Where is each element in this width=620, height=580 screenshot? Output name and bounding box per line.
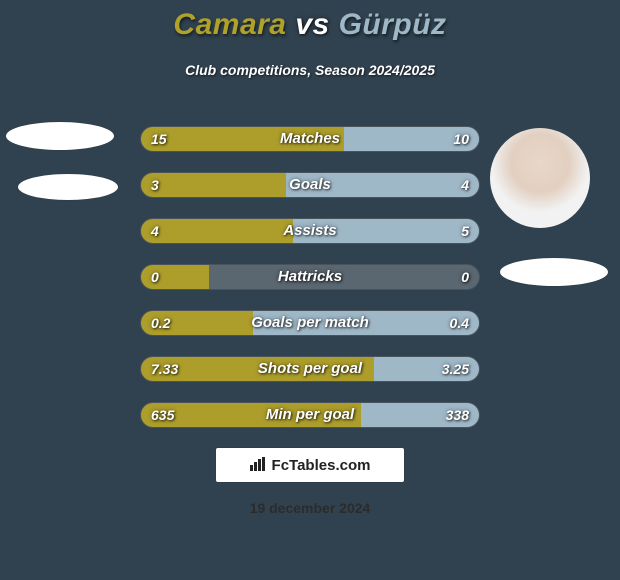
subtitle: Club competitions, Season 2024/2025 bbox=[0, 62, 620, 78]
stat-row: Min per goal635 338 bbox=[140, 402, 480, 428]
stat-row-label: Goals bbox=[141, 173, 479, 197]
chart-icon bbox=[250, 457, 266, 474]
stat-row-value-left: 0.2 bbox=[141, 311, 180, 335]
title-right-name: Gürpüz bbox=[339, 8, 447, 41]
source-badge-text: FcTables.com bbox=[272, 457, 371, 474]
stat-row-value-right: 3.25 bbox=[432, 357, 479, 381]
stat-row: Hattricks0 0 bbox=[140, 264, 480, 290]
stat-row-value-left: 3 bbox=[141, 173, 169, 197]
stat-row-value-right: 338 bbox=[436, 403, 479, 427]
stat-row-value-left: 15 bbox=[141, 127, 177, 151]
title-vs: vs bbox=[295, 8, 329, 41]
stat-row-value-right: 10 bbox=[443, 127, 479, 151]
stat-row-value-left: 635 bbox=[141, 403, 184, 427]
ellipse-decor-right-1 bbox=[500, 258, 608, 286]
stat-row: Goals3 4 bbox=[140, 172, 480, 198]
stat-row-value-right: 0.4 bbox=[440, 311, 479, 335]
stat-row-value-left: 4 bbox=[141, 219, 169, 243]
source-badge: FcTables.com bbox=[216, 448, 404, 482]
stat-row-value-left: 0 bbox=[141, 265, 169, 289]
stat-row-label: Shots per goal bbox=[141, 357, 479, 381]
stat-row: Matches15 10 bbox=[140, 126, 480, 152]
page-title: Camara vs Gürpüz bbox=[0, 8, 620, 42]
stat-row-label: Assists bbox=[141, 219, 479, 243]
avatar-right bbox=[490, 128, 590, 228]
ellipse-decor-left-2 bbox=[18, 174, 118, 200]
ellipse-decor-left-1 bbox=[6, 122, 114, 150]
stat-row-value-right: 5 bbox=[451, 219, 479, 243]
title-left-name: Camara bbox=[173, 8, 286, 41]
stat-row-value-right: 4 bbox=[451, 173, 479, 197]
stat-row-value-left: 7.33 bbox=[141, 357, 188, 381]
stat-row-label: Min per goal bbox=[141, 403, 479, 427]
stat-row: Goals per match0.2 0.4 bbox=[140, 310, 480, 336]
stat-row-label: Goals per match bbox=[141, 311, 479, 335]
stat-row: Shots per goal7.33 3.25 bbox=[140, 356, 480, 382]
stat-row-label: Matches bbox=[141, 127, 479, 151]
stat-row-value-right: 0 bbox=[451, 265, 479, 289]
date-text: 19 december 2024 bbox=[0, 500, 620, 516]
stat-row: Assists4 5 bbox=[140, 218, 480, 244]
comparison-infographic: Camara vs Gürpüz Club competitions, Seas… bbox=[0, 0, 620, 580]
stat-row-label: Hattricks bbox=[141, 265, 479, 289]
stat-rows: Matches1510Goals34Assists45Hattricks00Go… bbox=[140, 126, 480, 448]
